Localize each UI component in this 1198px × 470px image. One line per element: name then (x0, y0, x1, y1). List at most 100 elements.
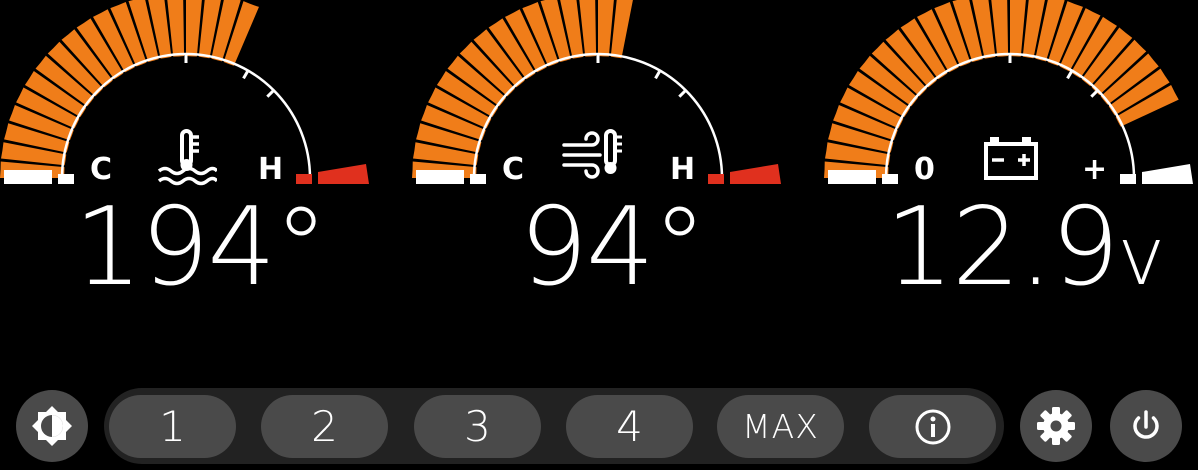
gauge-fill-segment (1010, 0, 1026, 57)
info-button[interactable] (869, 395, 996, 458)
gear-icon (1037, 407, 1075, 445)
gauge-right-zone (318, 164, 369, 184)
gauge-fill-segment (35, 55, 95, 107)
gauge-tick (678, 89, 687, 98)
gauge-fill-segment (416, 123, 482, 153)
gauge-right-zone (730, 164, 781, 184)
gauge-fill-segment (1022, 0, 1045, 59)
gauge-fill-segment (1035, 0, 1065, 62)
gauge-fill-segment (223, 1, 259, 66)
gauge-fill-segment (16, 87, 80, 129)
gauge-fill-segment (436, 71, 499, 117)
gauge-left-label: C (502, 152, 525, 187)
gauge-fill-segment (428, 87, 492, 129)
gauge-fill-segment (991, 0, 1009, 57)
gauge-fill-segment (473, 29, 525, 88)
gauge-fill-segment (1091, 39, 1147, 95)
gauge-tick (266, 89, 275, 98)
preset-3-button[interactable]: 3 (414, 395, 541, 458)
air-temperature-icon (562, 127, 624, 189)
gauge-fill-segment (934, 2, 971, 67)
preset-max-button[interactable]: MAX (717, 395, 844, 458)
gauge-fill-segment (459, 41, 515, 97)
gauge-left-zone (416, 170, 464, 184)
gauge-fill-segment (848, 71, 911, 117)
gauge-value: 194° (40, 188, 360, 308)
gauge-fill-segment (871, 41, 927, 97)
gauge-fill-segment (24, 71, 87, 117)
gauge-fill-segment (1071, 16, 1117, 79)
gauge-fill-segment (540, 0, 571, 62)
gauge-fill-segment (828, 123, 894, 153)
gauge-right-marker (708, 174, 724, 184)
gauge-fill-segment (505, 9, 547, 73)
gauge-value: 12.9v (844, 188, 1198, 308)
gauge-fill-segment (522, 2, 559, 67)
gauge-fill-segment (840, 87, 904, 129)
settings-button[interactable] (1020, 390, 1092, 462)
gauge-value-number: 12.9 (885, 185, 1119, 310)
gauge-track (60, 52, 312, 179)
gauge-left-marker (882, 174, 898, 184)
gauge-fill-segment (1047, 1, 1083, 66)
gauge-battery-voltage: 0 + 12.9v (824, 0, 1198, 330)
gauge-fill-segment (148, 0, 172, 59)
gauge-fill-segment (61, 29, 113, 88)
battery-icon (982, 127, 1044, 189)
gauge-right-label: H (670, 152, 696, 187)
gauge-fill-segment (1081, 27, 1133, 87)
preset-1-button[interactable]: 1 (109, 395, 236, 458)
gauge-fill-segment (110, 2, 147, 67)
gauge-left-label: C (90, 152, 113, 187)
gauge-value-unit: v (1117, 210, 1165, 303)
bottom-control-bar: 1 2 3 4 MAX (0, 388, 1198, 470)
gauge-track (472, 52, 724, 179)
power-button[interactable] (1110, 390, 1182, 462)
gauge-tick (1066, 70, 1073, 80)
gauge-value-unit: ° (652, 185, 707, 310)
gauge-fill-segment (885, 29, 937, 88)
gauge-right-label: + (1082, 152, 1108, 187)
gauge-fill-segment (598, 0, 614, 57)
gauge-fill-segment (488, 18, 536, 80)
gauge-fill-segment (198, 0, 221, 59)
gauge-fill-segment (9, 105, 74, 141)
gauge-value-unit: ° (274, 185, 328, 310)
gauge-tick (1090, 89, 1099, 98)
brightness-button[interactable] (16, 390, 88, 462)
gauge-fill-segment (93, 9, 135, 73)
gauge-right-marker (296, 174, 312, 184)
gauge-fill-segment (413, 142, 479, 166)
gauge-left-marker (470, 174, 486, 184)
brightness-icon (32, 406, 72, 446)
gauge-tick (654, 70, 661, 80)
gauge-fill-segment (447, 55, 507, 107)
gauge-left-label: 0 (914, 152, 935, 187)
gauge-arc (0, 0, 369, 184)
gauge-left-marker (58, 174, 74, 184)
preset-2-button[interactable]: 2 (261, 395, 388, 458)
gauge-fill-segment (1100, 53, 1159, 105)
gauge-fill-segment (47, 41, 103, 97)
gauge-value: 94° (452, 188, 772, 308)
gauge-coolant-temperature: C H 194° (0, 0, 400, 330)
gauge-right-marker (1120, 174, 1136, 184)
gauge-fill-segment (76, 18, 124, 80)
gauge-right-zone (1142, 164, 1193, 184)
gauge-fill-segment (1, 142, 67, 166)
gauge-fill-segment (167, 0, 185, 57)
preset-4-button[interactable]: 4 (566, 395, 693, 458)
gauge-fill-segment (1115, 85, 1179, 127)
gauge-fill-segment (900, 18, 948, 80)
gauge-value-number: 94 (519, 185, 654, 310)
gauge-fill-segment (560, 0, 584, 59)
gauge-arc (824, 0, 1193, 184)
coolant-temperature-icon (155, 127, 219, 189)
gauge-intake-air-temperature: C H 94° (412, 0, 812, 330)
gauge-fill-segment (833, 105, 898, 141)
gauge-fill-segment (128, 0, 159, 62)
gauge-tick (242, 70, 249, 80)
gauge-fill-segment (579, 0, 597, 57)
gauge-fill-segment (4, 123, 70, 153)
gauge-fill-segment (859, 55, 919, 107)
